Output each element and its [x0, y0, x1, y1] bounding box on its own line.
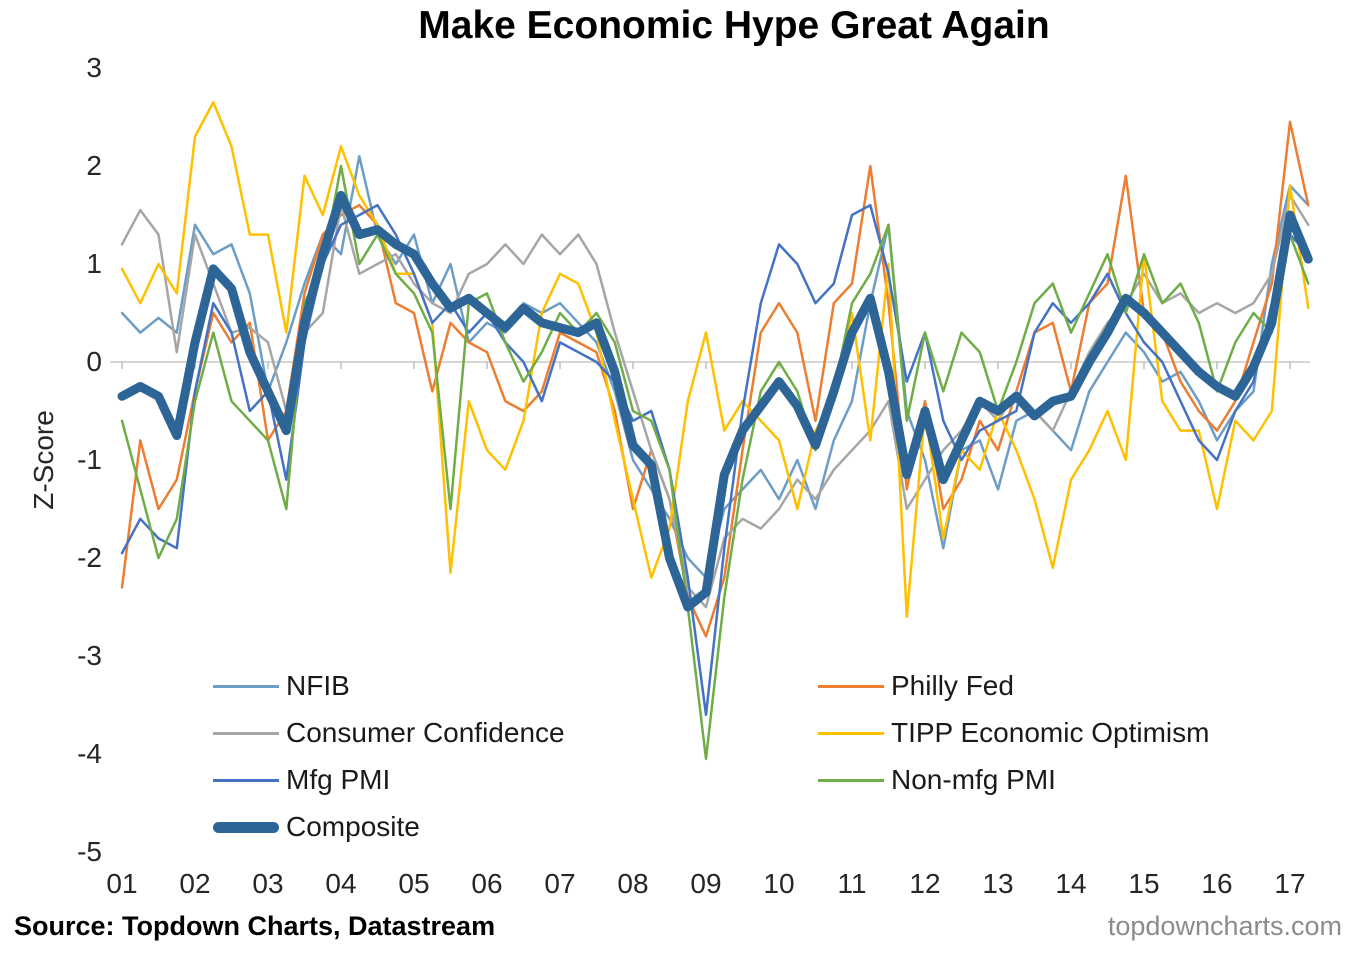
y-tick-label--5: -5 [77, 836, 102, 867]
legend-label-nfib: NFIB [286, 670, 350, 701]
x-tick-label-17: 17 [1274, 868, 1306, 899]
legend-label-philly-fed: Philly Fed [891, 670, 1014, 701]
x-tick-label-04: 04 [325, 868, 357, 899]
y-tick-label--2: -2 [77, 542, 102, 573]
y-tick-label-2: 2 [86, 150, 102, 181]
x-tick-label-15: 15 [1128, 868, 1160, 899]
x-tick-label-08: 08 [617, 868, 649, 899]
source-credit: Source: Topdown Charts, Datastream [14, 911, 496, 941]
nfib-line-swatch [213, 684, 279, 688]
y-tick-label--4: -4 [77, 738, 102, 769]
legend-label-composite: Composite [286, 811, 420, 842]
y-tick-label-1: 1 [86, 248, 102, 279]
tipp-line-swatch [818, 731, 884, 735]
tipp-economic-optimism-line [120, 101, 1310, 619]
x-tick-label-10: 10 [763, 868, 795, 899]
legend-item-non-mfg-pmi: Non-mfg PMI [818, 763, 1209, 797]
mfg-pmi-line [120, 203, 1310, 717]
x-tick-label-05: 05 [398, 868, 430, 899]
consumer-confidence-line-swatch [213, 731, 279, 735]
legend-item-composite: Composite [213, 810, 565, 844]
legend-label-tipp: TIPP Economic Optimism [891, 717, 1210, 748]
x-tick-label-03: 03 [252, 868, 284, 899]
non-mfg-pmi-line-swatch [818, 778, 884, 782]
legend-label-mfg-pmi: Mfg PMI [286, 764, 391, 795]
x-tick-label-01: 01 [106, 868, 138, 899]
x-tick-label-12: 12 [909, 868, 941, 899]
legend-item-tipp: TIPP Economic Optimism [818, 716, 1209, 750]
y-tick-label--1: -1 [77, 444, 102, 475]
legend-item-mfg-pmi: Mfg PMI [213, 763, 565, 797]
x-tick-label-11: 11 [837, 868, 867, 899]
y-tick-label--3: -3 [77, 640, 102, 671]
legend-right-column: Philly Fed TIPP Economic Optimism Non-mf… [818, 669, 1209, 810]
x-tick-label-07: 07 [544, 868, 576, 899]
chart-title: Make Economic Hype Great Again [418, 4, 1050, 47]
watermark: topdowncharts.com [1107, 911, 1342, 941]
philly-fed-line-swatch [818, 684, 884, 688]
legend-item-philly-fed: Philly Fed [818, 669, 1209, 703]
y-tick-label-0: 0 [86, 346, 102, 377]
composite-line [117, 190, 1313, 612]
x-tick-label-13: 13 [982, 868, 1014, 899]
x-tick-label-06: 06 [471, 868, 503, 899]
mfg-pmi-line-swatch [213, 778, 279, 782]
legend-left-column: NFIB Consumer Confidence Mfg PMI Composi… [213, 669, 565, 857]
composite-line-swatch [213, 821, 279, 833]
x-tick-label-16: 16 [1201, 868, 1233, 899]
legend-label-consumer-confidence: Consumer Confidence [286, 717, 565, 748]
legend-item-consumer-confidence: Consumer Confidence [213, 716, 565, 750]
y-tick-label-3: 3 [86, 52, 102, 83]
x-tick-label-14: 14 [1055, 868, 1087, 899]
legend-label-non-mfg-pmi: Non-mfg PMI [891, 764, 1056, 795]
x-tick-label-09: 09 [690, 868, 722, 899]
x-tick-label-02: 02 [179, 868, 211, 899]
legend-item-nfib: NFIB [213, 669, 565, 703]
